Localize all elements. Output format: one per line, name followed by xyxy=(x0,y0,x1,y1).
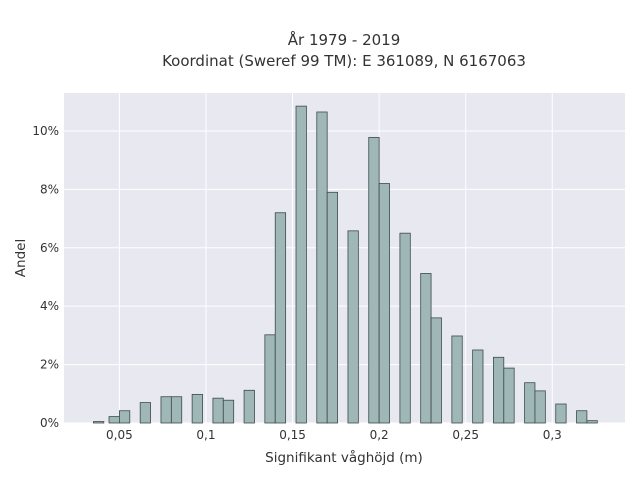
histogram-bar xyxy=(316,111,328,424)
y-tick-labels: 0% 2% 4% 6% 8% 10% xyxy=(32,124,59,430)
histogram-bar xyxy=(493,356,505,424)
x-tick-label: 0,2 xyxy=(370,428,389,442)
y-tick-label: 4% xyxy=(40,299,59,313)
x-tick-label: 0,1 xyxy=(196,428,215,442)
histogram-bar xyxy=(430,317,442,424)
histogram-bar xyxy=(420,273,432,424)
histogram-bar xyxy=(368,136,380,424)
histogram-bar xyxy=(222,399,235,424)
x-axis-label: Signifikant våghöjd (m) xyxy=(265,449,423,466)
histogram-bar xyxy=(399,232,411,424)
x-tick-label: 0,25 xyxy=(452,428,479,442)
histogram-bar xyxy=(93,421,105,424)
grid-lines xyxy=(64,93,625,424)
x-tick-label: 0,15 xyxy=(279,428,306,442)
y-tick-label: 0% xyxy=(40,416,59,430)
chart-subtitle: Koordinat (Sweref 99 TM): E 361089, N 61… xyxy=(162,52,526,70)
histogram-bar xyxy=(274,212,287,424)
histogram-bar xyxy=(108,416,120,424)
bars xyxy=(93,105,598,424)
histogram-bar xyxy=(347,230,359,424)
x-tick-label: 0,3 xyxy=(543,428,562,442)
y-tick-label: 10% xyxy=(32,124,59,138)
chart-title: År 1979 - 2019 xyxy=(288,30,401,49)
histogram-bar xyxy=(295,105,307,424)
y-axis-label: Andel xyxy=(13,239,29,277)
histogram-bar xyxy=(191,393,203,424)
histogram-bar xyxy=(119,410,131,424)
histogram-bar xyxy=(212,397,224,424)
histogram-bar xyxy=(264,334,276,424)
histogram-bar xyxy=(170,396,183,424)
histogram-bar xyxy=(160,396,172,424)
x-tick-label: 0,05 xyxy=(106,428,133,442)
histogram-bar xyxy=(378,183,390,424)
histogram-bar xyxy=(472,349,484,424)
y-tick-label: 2% xyxy=(40,358,59,372)
histogram-bar xyxy=(524,382,536,424)
histogram-bar xyxy=(139,402,151,424)
histogram-bar xyxy=(586,420,598,424)
histogram-bar xyxy=(576,410,588,424)
histogram-bar xyxy=(451,335,463,424)
x-tick-labels: 0,05 0,1 0,15 0,2 0,25 0,3 xyxy=(106,428,562,442)
histogram-bar xyxy=(326,191,338,424)
histogram-bar xyxy=(534,390,546,424)
y-tick-label: 8% xyxy=(40,182,59,196)
histogram-bar xyxy=(503,367,515,424)
histogram-bar xyxy=(243,389,255,424)
histogram-bar xyxy=(555,403,567,424)
y-tick-label: 6% xyxy=(40,241,59,255)
plot-area xyxy=(64,93,625,423)
